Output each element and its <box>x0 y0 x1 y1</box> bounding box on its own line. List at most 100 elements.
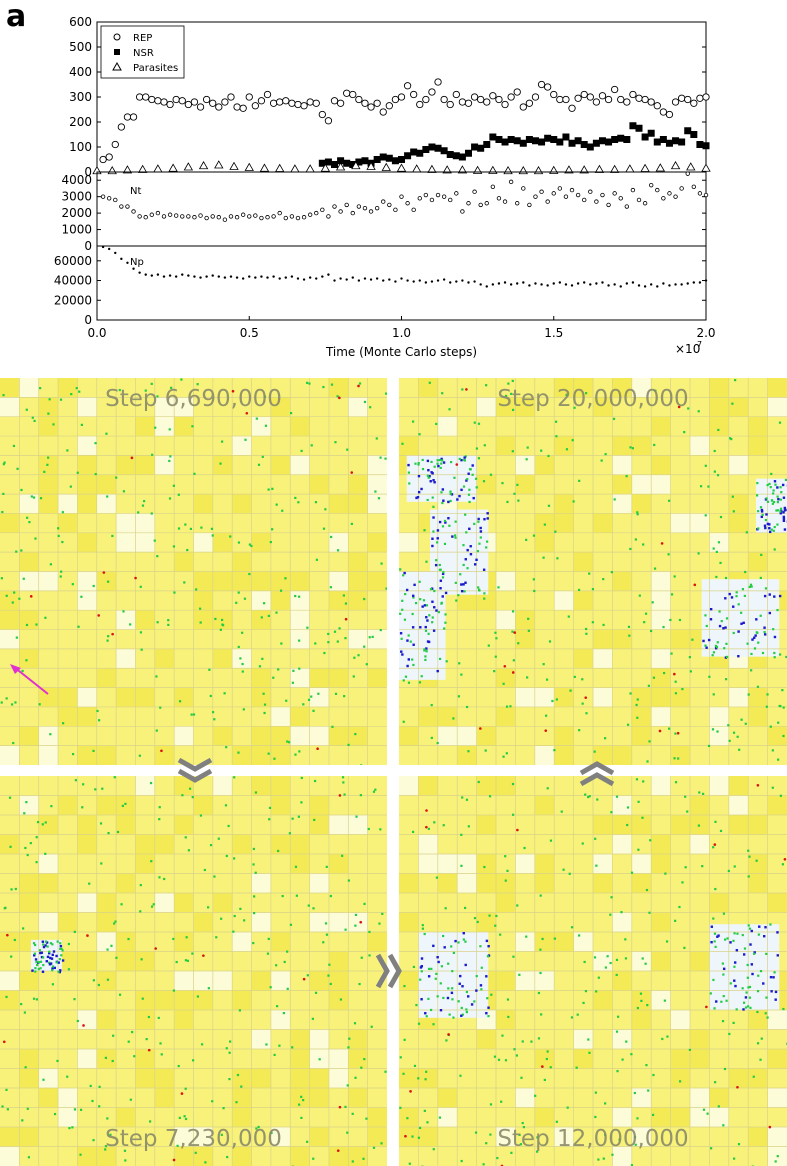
green-particle <box>487 1015 490 1018</box>
data-point <box>485 285 488 288</box>
data-point <box>515 201 520 206</box>
green-particle <box>334 692 338 695</box>
green-particle <box>344 1105 347 1108</box>
green-particle <box>673 757 676 760</box>
data-point <box>211 274 214 277</box>
data-point <box>544 83 552 91</box>
blue-particle <box>423 604 427 607</box>
data-point <box>684 127 692 135</box>
grid-cell <box>309 687 329 707</box>
green-particle <box>158 818 161 821</box>
blue-particle <box>433 481 436 484</box>
grid-cell <box>515 397 535 417</box>
grid-cell <box>748 873 768 893</box>
data-point <box>302 278 306 281</box>
data-point <box>550 90 558 99</box>
green-particle <box>451 987 454 990</box>
green-particle <box>673 575 676 578</box>
data-point <box>667 191 672 196</box>
data-point <box>331 161 339 168</box>
green-particle <box>10 888 13 891</box>
data-point <box>522 281 525 284</box>
data-point <box>290 164 300 173</box>
green-particle <box>193 472 196 475</box>
green-particle <box>653 443 656 447</box>
green-particle <box>637 848 640 851</box>
green-particle <box>743 594 746 598</box>
green-particle <box>82 783 85 786</box>
blue-particle <box>475 558 478 562</box>
green-particle <box>42 956 45 959</box>
green-particle <box>722 995 725 998</box>
green-particle <box>782 1007 785 1011</box>
blue-particle <box>485 1011 488 1015</box>
data-point <box>202 95 211 104</box>
green-particle <box>544 714 548 717</box>
grid-cell <box>767 893 787 913</box>
blue-particle <box>421 605 424 608</box>
green-particle <box>678 1080 682 1083</box>
data-point <box>100 194 106 199</box>
green-particle <box>99 822 103 825</box>
grid-cell <box>328 378 349 398</box>
grid-cell <box>728 513 749 533</box>
green-particle <box>154 426 157 429</box>
green-particle <box>629 446 632 449</box>
green-particle <box>156 395 159 398</box>
data-point <box>466 201 471 206</box>
data-point <box>586 143 594 151</box>
green-particle <box>749 583 753 586</box>
green-particle <box>122 610 125 613</box>
cluster-region <box>406 455 477 502</box>
green-particle <box>445 1039 448 1042</box>
green-particle <box>292 669 295 672</box>
green-particle <box>277 849 280 853</box>
grid-cell <box>328 912 349 932</box>
blue-particle <box>403 571 406 575</box>
grid-cell <box>367 494 387 514</box>
data-point <box>604 95 613 104</box>
green-particle <box>71 752 75 756</box>
grid-cell <box>270 397 291 417</box>
grid-cell <box>573 932 593 952</box>
green-particle <box>424 655 427 658</box>
green-particle <box>581 842 584 845</box>
data-point <box>464 99 473 107</box>
green-particle <box>725 655 729 659</box>
x-axis-label: Time (Monte Carlo steps) <box>325 345 477 359</box>
green-particle <box>260 616 263 619</box>
data-point <box>99 155 107 164</box>
y-tick-label: 3000 <box>61 190 92 204</box>
green-particle <box>517 642 520 645</box>
green-particle <box>408 482 411 485</box>
green-particle <box>2 492 5 496</box>
green-particle <box>34 943 37 947</box>
blue-particle <box>427 468 430 472</box>
data-point <box>460 209 465 214</box>
green-particle <box>678 618 682 622</box>
data-point <box>574 137 582 145</box>
green-particle <box>482 1163 485 1166</box>
green-particle <box>267 614 270 618</box>
green-particle <box>731 402 734 405</box>
green-particle <box>636 1006 639 1010</box>
grid-cell <box>534 854 555 874</box>
green-particle <box>468 500 471 504</box>
green-particle <box>227 824 230 828</box>
red-particle <box>97 614 101 617</box>
green-particle <box>252 847 256 851</box>
data-point <box>349 161 357 168</box>
green-particle <box>620 911 623 914</box>
green-particle <box>567 615 570 618</box>
green-particle <box>347 879 350 882</box>
data-point <box>301 215 307 220</box>
green-particle <box>186 959 189 962</box>
grid-cell <box>0 932 20 952</box>
data-point <box>368 209 374 214</box>
green-particle <box>439 982 442 985</box>
green-particle <box>408 1162 411 1165</box>
blue-particle <box>49 956 52 960</box>
blue-particle <box>479 984 483 987</box>
green-particle <box>314 501 318 504</box>
red-particle <box>447 1033 450 1036</box>
